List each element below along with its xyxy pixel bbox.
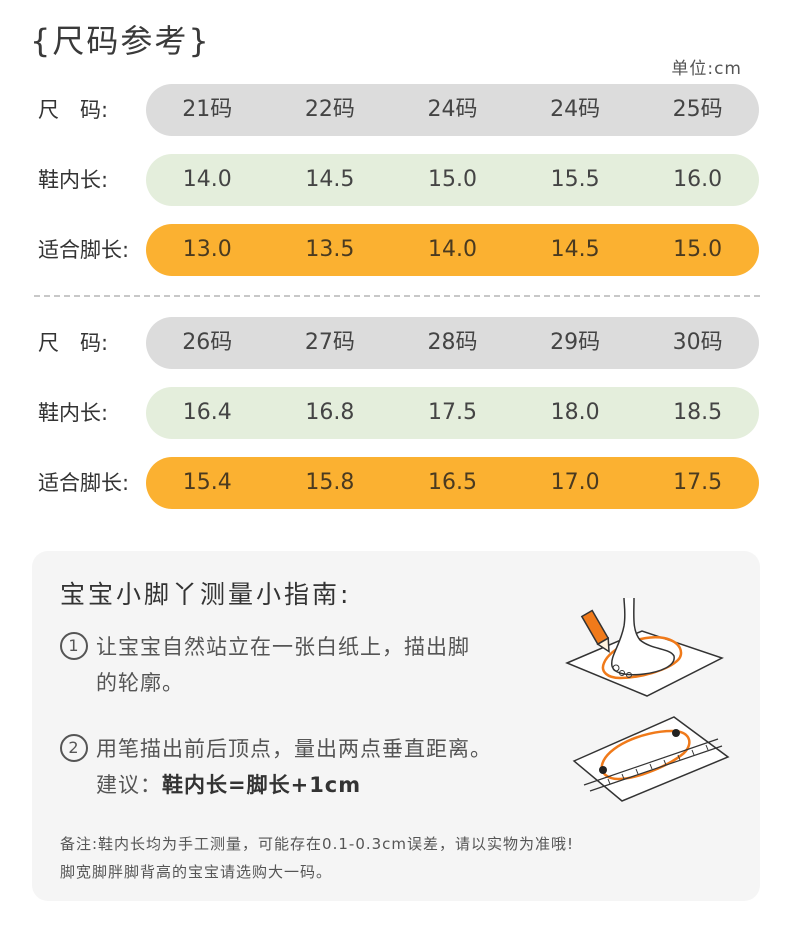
- foot-length-pill: 13.0 13.5 14.0 14.5 15.0: [146, 224, 759, 276]
- step-text: 的轮廓。: [96, 671, 184, 695]
- size-cell: 28码: [427, 330, 478, 355]
- foot-length-cell: 17.0: [550, 470, 600, 495]
- foot-length-pill: 15.4 15.8 16.5 17.0 17.5: [146, 457, 759, 509]
- size-cell: 25码: [672, 97, 723, 122]
- size-cell: 21码: [182, 97, 233, 122]
- guide-title: 宝宝小脚丫测量小指南:: [60, 580, 352, 609]
- guide-step-1: 1 让宝宝自然站立在一张白纸上，描出脚 的轮廓。: [60, 629, 470, 701]
- inner-length-row-2: 鞋内长: 16.4 16.8 17.5 18.0 18.5: [38, 387, 759, 439]
- inner-length-pill: 16.4 16.8 17.5 18.0 18.5: [146, 387, 759, 439]
- foot-tracing-illustration: [565, 597, 724, 697]
- foot-length-cell: 13.0: [182, 237, 232, 262]
- size-cell: 24码: [427, 97, 478, 122]
- foot-length-label: 适合脚长:: [38, 471, 130, 495]
- step-number: 1: [60, 632, 88, 660]
- size-cell: 26码: [182, 330, 233, 355]
- size-cell: 24码: [550, 97, 601, 122]
- size-cell: 27码: [304, 330, 355, 355]
- size-label: 尺 码:: [38, 98, 109, 122]
- step-number: 2: [60, 734, 88, 762]
- size-pill: 21码 22码 24码 24码 25码: [146, 84, 759, 136]
- size-pill: 26码 27码 28码 29码 30码: [146, 317, 759, 369]
- size-cell: 30码: [672, 330, 723, 355]
- dashed-divider: [34, 295, 760, 297]
- inner-length-label: 鞋内长:: [38, 401, 109, 425]
- guide-step-2: 2 用笔描出前后顶点，量出两点垂直距离。 建议：鞋内长=脚长+1cm: [60, 731, 492, 803]
- foot-length-label: 适合脚长:: [38, 238, 130, 262]
- step-text: 让宝宝自然站立在一张白纸上，描出脚: [96, 635, 470, 659]
- foot-length-cell: 16.5: [427, 470, 477, 495]
- size-label: 尺 码:: [38, 331, 109, 355]
- foot-length-cell: 17.5: [673, 470, 723, 495]
- inner-length-row-1: 鞋内长: 14.0 14.5 15.0 15.5 16.0: [38, 154, 759, 206]
- page-title: {尺码参考}: [30, 22, 211, 60]
- inner-length-cell: 15.5: [550, 167, 600, 192]
- foot-length-cell: 14.0: [427, 237, 477, 262]
- foot-length-cell: 15.8: [305, 470, 355, 495]
- foot-length-row-1: 适合脚长: 13.0 13.5 14.0 14.5 15.0: [38, 224, 759, 276]
- inner-length-pill: 14.0 14.5 15.0 15.5 16.0: [146, 154, 759, 206]
- size-cell: 22码: [304, 97, 355, 122]
- inner-length-cell: 17.5: [427, 400, 477, 425]
- size-row-2: 尺 码: 26码 27码 28码 29码 30码: [38, 317, 759, 369]
- inner-length-cell: 16.8: [305, 400, 355, 425]
- note-line-2: 脚宽脚胖脚背高的宝宝请选购大一码。: [60, 863, 333, 881]
- inner-length-cell: 18.5: [673, 400, 723, 425]
- inner-length-cell: 18.0: [550, 400, 600, 425]
- tip-formula: 鞋内长=脚长+1cm: [162, 773, 362, 797]
- step-text: 用笔描出前后顶点，量出两点垂直距离。: [96, 737, 492, 761]
- size-row-1: 尺 码: 21码 22码 24码 24码 25码: [38, 84, 759, 136]
- size-cell: 29码: [550, 330, 601, 355]
- inner-length-cell: 15.0: [427, 167, 477, 192]
- foot-length-cell: 15.4: [182, 470, 232, 495]
- foot-length-cell: 15.0: [673, 237, 723, 262]
- inner-length-cell: 14.5: [305, 167, 355, 192]
- measurement-guide: 宝宝小脚丫测量小指南: 1 让宝宝自然站立在一张白纸上，描出脚 的轮廓。 2 用笔描…: [32, 551, 760, 901]
- foot-length-cell: 14.5: [550, 237, 600, 262]
- note-line-1: 备注:鞋内长均为手工测量，可能存在0.1-0.3cm误差，请以实物为准哦!: [60, 835, 575, 853]
- foot-length-cell: 13.5: [305, 237, 355, 262]
- foot-measure-illustration: [572, 716, 730, 802]
- inner-length-cell: 16.4: [182, 400, 232, 425]
- tip-prefix: 建议：: [96, 773, 162, 797]
- inner-length-label: 鞋内长:: [38, 168, 109, 192]
- inner-length-cell: 14.0: [182, 167, 232, 192]
- foot-length-row-2: 适合脚长: 15.4 15.8 16.5 17.0 17.5: [38, 457, 759, 509]
- inner-length-cell: 16.0: [673, 167, 723, 192]
- unit-label: 单位:cm: [671, 59, 742, 79]
